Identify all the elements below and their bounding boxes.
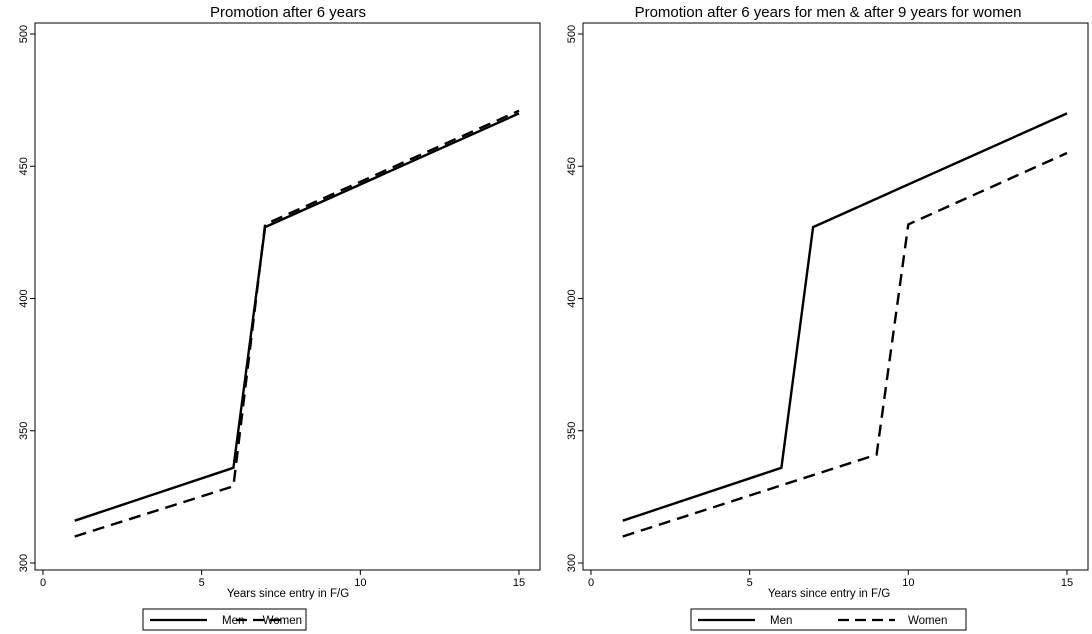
chart-title: Promotion after 6 years for men & after …: [635, 4, 1022, 21]
series-line-women: [622, 151, 1068, 538]
chart-panel-1: Promotion after 6 years 300350400450500 …: [18, 4, 541, 631]
legend-box: [142, 608, 307, 631]
plot-area: [582, 22, 1089, 571]
x-tick-label: 15: [513, 577, 525, 589]
legend: Men Women: [690, 608, 967, 631]
y-tick-label: 500: [18, 25, 30, 43]
y-tick-label: 450: [18, 157, 30, 175]
legend: Men Women Women: [142, 608, 307, 631]
y-tick-label: 400: [566, 289, 578, 307]
legend-label-women-text: Women: [263, 615, 302, 627]
x-tick-label: 0: [588, 577, 594, 589]
chart-title: Promotion after 6 years: [210, 4, 366, 21]
y-tick-label: 300: [18, 554, 30, 572]
series-line-men: [74, 112, 520, 522]
legend-label-women: Women: [908, 615, 947, 627]
x-tick-label: 10: [902, 577, 914, 589]
plot-area: [34, 22, 541, 571]
x-tick-label: 10: [354, 577, 366, 589]
x-tick-label: 5: [199, 577, 205, 589]
legend-label-men: Men: [770, 615, 792, 627]
series-line-men: [622, 112, 1068, 522]
x-axis-label: Years since entry in F/G: [227, 588, 349, 600]
y-tick-label: 450: [566, 157, 578, 175]
y-tick-label: 350: [18, 422, 30, 440]
x-tick-label: 0: [40, 577, 46, 589]
y-tick-label: 400: [18, 289, 30, 307]
x-tick-label: 5: [747, 577, 753, 589]
x-tick-label: 15: [1061, 577, 1073, 589]
y-tick-label: 300: [566, 554, 578, 572]
y-tick-label: 500: [566, 25, 578, 43]
x-axis-label: Years since entry in F/G: [768, 588, 890, 600]
legend-label-men: Men: [222, 615, 244, 627]
chart-panel-2: Promotion after 6 years for men & after …: [566, 4, 1089, 631]
series-line-women: [74, 109, 520, 538]
legend-box: [690, 608, 967, 631]
y-tick-label: 350: [566, 422, 578, 440]
